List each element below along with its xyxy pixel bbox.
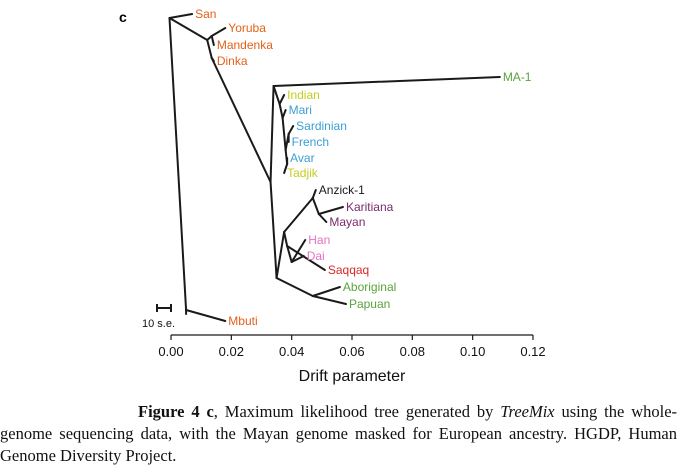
branch-n_yor-to-n_dinka_eur: [206, 39, 213, 59]
branch-n_kar-to-mayan: [317, 213, 328, 223]
leaf-label-mandenka: Mandenka: [217, 38, 273, 52]
x-tick-label-4: 0.08: [400, 344, 425, 359]
branch-n_san_rest-to-n_yor: [168, 17, 209, 41]
branch-n_amer-to-n_kar: [311, 197, 320, 215]
x-tick-label-5: 0.10: [460, 344, 485, 359]
leaf-label-han: Han: [308, 233, 330, 247]
x-tick-label-6: 0.12: [520, 344, 545, 359]
leaf-label-saqqaq: Saqqaq: [328, 263, 369, 277]
branch-n_ooa-to-n_west: [269, 85, 275, 183]
leaf-label-mbuti: Mbuti: [228, 314, 257, 328]
branch-n_yoruba_mand-to-yoruba: [210, 27, 227, 37]
leaf-label-mayan: Mayan: [329, 215, 365, 229]
branch-n_east-to-n_oce: [275, 277, 314, 297]
tree-branches: [168, 13, 501, 322]
branch-n_east-to-n_amer_asia: [275, 231, 286, 279]
branch-n_kar-to-karitiana: [317, 206, 344, 215]
leaf-label-san: San: [195, 7, 216, 21]
figure-caption: Figure 4 c, Maximum likelihood tree gene…: [0, 401, 677, 467]
branch-n_ind-to-indian: [278, 94, 286, 105]
branch-n_oce-to-papuan: [311, 295, 347, 305]
leaf-label-sardinian: Sardinian: [296, 119, 347, 133]
branch-n_handai-to-dai: [290, 255, 305, 263]
branch-n_oce-to-aboriginal: [311, 286, 341, 297]
branch-n_asia-to-saqqaq: [286, 245, 326, 271]
leaf-label-yoruba: Yoruba: [228, 21, 266, 35]
branch-n_ooa-to-n_east: [269, 181, 278, 279]
branch-n_amer_asia-to-n_amer: [283, 197, 314, 233]
branch-n_west-to-ma1: [272, 76, 501, 87]
branch-n_dinka_eur-to-n_ooa: [210, 57, 272, 183]
branch-n_ind-to-n_mari: [278, 103, 284, 119]
branch-n_amer-to-anzick: [311, 189, 317, 199]
branch-n_asia-to-n_handai: [286, 245, 293, 263]
caption-text-2: using the whole-genome sequencing data, …: [0, 402, 677, 465]
scale-bar-label: 10 s.e.: [142, 318, 175, 330]
leaf-label-mari: Mari: [289, 103, 312, 117]
tree-leaf-labels: San Yoruba Mandenka Dinka Mbuti MA-1 IndianMar…: [195, 7, 532, 328]
x-tick-label-2: 0.04: [279, 344, 304, 359]
x-tick-label-3: 0.06: [339, 344, 364, 359]
branch-n_yoruba_mand-to-mandenka: [210, 35, 215, 46]
leaf-label-french: French: [292, 135, 329, 149]
leaf-label-ma1: MA-1: [503, 70, 532, 84]
leaf-label-dai: Dai: [307, 249, 325, 263]
caption-text-1: , Maximum likelihood tree generated by: [213, 402, 501, 421]
branch-n_handai-to-han: [290, 239, 307, 263]
leaf-label-indian: Indian: [287, 88, 320, 102]
branch-n_mari-to-n_eur: [281, 117, 287, 151]
branch-root-to-n_san_rest: [168, 17, 188, 311]
treemix-tree-figure: c SanYorubaMandenkaDinkaMbutiMA-1IndianM…: [119, 7, 546, 385]
x-axis: 0.00 0.02 0.04 0.06 0.08 0.10 0.12: [158, 334, 546, 359]
x-tick-label-0: 0.00: [158, 344, 183, 359]
panel-letter: c: [119, 9, 127, 25]
branch-n_amer_asia-to-n_asia: [283, 231, 289, 247]
branch-n_san_rest-to-san: [168, 13, 194, 19]
x-tick-label-1: 0.02: [219, 344, 244, 359]
leaf-label-anzick: Anzick-1: [319, 183, 365, 197]
branch-n_sard-to-sardinian: [287, 125, 295, 135]
scale-bar: 10 s.e.: [142, 304, 175, 330]
leaf-label-avar: Avar: [290, 151, 314, 165]
leaf-label-aboriginal: Aboriginal: [343, 280, 396, 294]
leaf-label-tadjik: Tadjik: [287, 166, 319, 180]
branch-n_mari-to-mari: [281, 109, 287, 119]
branch-n_avar-to-tadjik: [283, 163, 289, 174]
x-axis-title: Drift parameter: [299, 368, 406, 385]
branch-n_west-to-n_ind: [272, 85, 281, 105]
leaf-label-dinka: Dinka: [217, 54, 248, 68]
caption-software-name: TreeMix: [500, 402, 555, 421]
caption-figure-ref: Figure 4 c: [138, 402, 214, 421]
branch-root-to-mbuti: [185, 309, 227, 322]
leaf-label-papuan: Papuan: [349, 297, 390, 311]
leaf-label-karitiana: Karitiana: [346, 200, 394, 214]
